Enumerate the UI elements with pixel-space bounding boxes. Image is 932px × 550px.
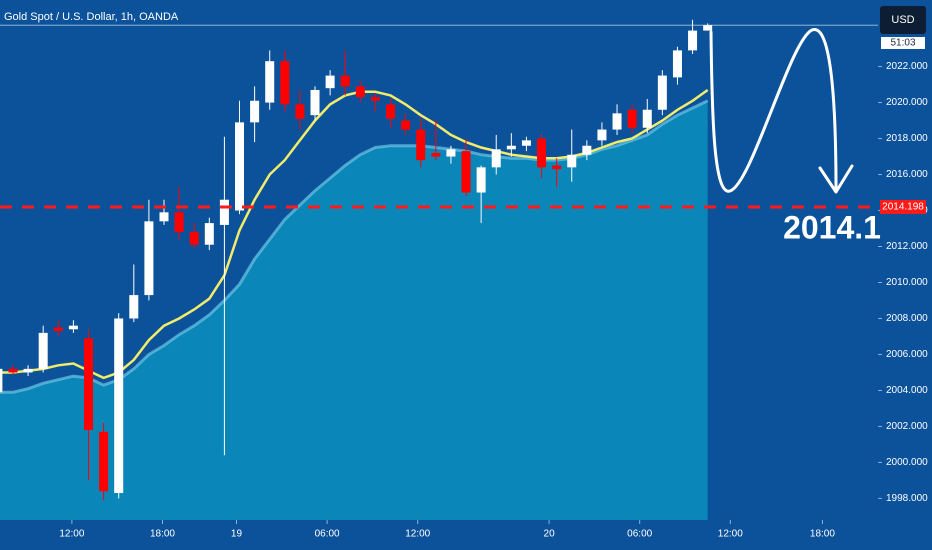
candle-body xyxy=(174,212,184,233)
y-tick-label: 2020.000 xyxy=(886,97,928,108)
y-tick-label: 2016.000 xyxy=(886,169,928,180)
y-tick-label: 2018.000 xyxy=(886,133,928,144)
candle-body xyxy=(53,327,63,332)
x-tick-label: 20 xyxy=(544,529,556,540)
candle-body xyxy=(401,120,411,130)
y-tick-label: 2012.000 xyxy=(886,241,928,252)
candle-body xyxy=(250,100,260,123)
y-tick-label: 1998.000 xyxy=(886,493,928,504)
candle-body xyxy=(521,140,531,146)
timer-label: 51:03 xyxy=(890,38,915,49)
candle-body xyxy=(461,151,471,193)
chart-title: Gold Spot / U.S. Dollar, 1h, OANDA xyxy=(4,11,179,23)
currency-label[interactable]: USD xyxy=(891,14,914,26)
x-tick-label: 12:00 xyxy=(718,529,743,540)
y-tick-label: 2008.000 xyxy=(886,313,928,324)
currency-button[interactable] xyxy=(880,6,926,34)
candle-body xyxy=(83,338,93,431)
candle-body xyxy=(506,145,516,150)
candle-body xyxy=(703,25,713,31)
candle-body xyxy=(204,223,214,245)
candle-body xyxy=(552,165,562,170)
candle-body xyxy=(235,122,245,211)
candle-body xyxy=(310,89,320,116)
x-tick-label: 06:00 xyxy=(315,529,340,540)
plot-area xyxy=(0,19,878,520)
y-tick-label: 2022.000 xyxy=(886,61,928,72)
candle-body xyxy=(627,109,637,128)
candle-body xyxy=(265,61,275,103)
candle-body xyxy=(8,368,18,373)
candle-body xyxy=(537,138,547,168)
candle-body xyxy=(612,113,622,130)
candle-body xyxy=(657,75,667,110)
candle-body xyxy=(144,221,154,296)
candle-body xyxy=(295,104,305,119)
x-tick-label: 12:00 xyxy=(59,529,84,540)
y-tick-label: 2002.000 xyxy=(886,421,928,432)
candle-body xyxy=(68,325,78,330)
candle-body xyxy=(370,97,380,101)
y-tick-label: 2000.000 xyxy=(886,457,928,468)
candle-body xyxy=(38,332,48,369)
y-tick-label: 2006.000 xyxy=(886,349,928,360)
timer-box xyxy=(881,37,925,49)
candle-body xyxy=(129,295,139,319)
x-tick-label: 18:00 xyxy=(150,529,175,540)
candle-body xyxy=(355,86,365,98)
candle-body xyxy=(642,109,652,128)
candle-body xyxy=(219,199,229,225)
level-label-box xyxy=(880,199,926,214)
candle-body xyxy=(582,145,592,155)
candle-body xyxy=(99,431,109,492)
y-tick-label: 2004.000 xyxy=(886,385,928,396)
candle-body xyxy=(672,50,682,78)
candle-body xyxy=(280,61,290,105)
x-tick-label: 19 xyxy=(231,529,243,540)
candle-body xyxy=(0,368,3,393)
level-label: 2014.198 xyxy=(882,202,924,213)
candle-body xyxy=(340,75,350,87)
x-tick-label: 06:00 xyxy=(627,529,652,540)
candle-body xyxy=(431,152,441,157)
x-tick-label: 12:00 xyxy=(405,529,430,540)
candle-body xyxy=(688,30,698,51)
y-tick-label: 2010.000 xyxy=(886,277,928,288)
candle-body xyxy=(189,232,199,245)
candle-body xyxy=(446,149,456,157)
x-tick-label: 18:00 xyxy=(810,529,835,540)
candle-body xyxy=(597,129,607,141)
annotation: 2014.1 xyxy=(783,209,881,245)
candle-body xyxy=(325,75,335,89)
candle-body xyxy=(159,212,169,222)
candle-body xyxy=(476,167,486,193)
drawn-arrow xyxy=(709,28,854,194)
candle-body xyxy=(416,129,426,161)
candle-body xyxy=(491,149,501,168)
candle-body xyxy=(23,368,33,373)
candle-body xyxy=(114,318,124,494)
candle-body xyxy=(567,154,577,168)
candle-body xyxy=(386,104,396,119)
